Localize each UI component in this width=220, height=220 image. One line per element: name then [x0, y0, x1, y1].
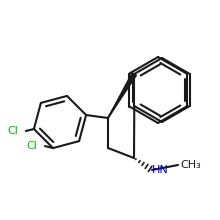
Text: HN: HN [152, 165, 169, 175]
Text: CH₃: CH₃ [180, 160, 201, 170]
Polygon shape [108, 73, 136, 118]
Text: Cl: Cl [26, 141, 37, 151]
Text: Cl: Cl [7, 126, 18, 136]
